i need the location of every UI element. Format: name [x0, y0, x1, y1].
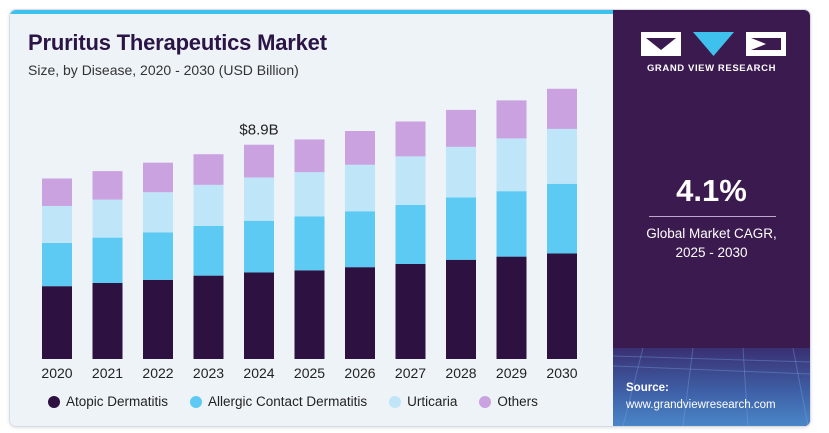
cagr-divider	[649, 216, 776, 217]
chart-subtitle: Size, by Disease, 2020 - 2030 (USD Billi…	[28, 62, 299, 78]
bar-segment-2030-3	[547, 88, 577, 129]
bar-segment-2025-3	[294, 139, 325, 173]
cagr-label: Global Market CAGR, 2025 - 2030	[613, 224, 810, 262]
cagr-label-line1: Global Market CAGR,	[646, 226, 777, 241]
bar-segment-2021-0	[92, 283, 123, 359]
chart-legend: Atopic Dermatitis Allergic Contact Dermat…	[48, 394, 560, 409]
page-title: Pruritus Therapeutics Market	[28, 30, 327, 55]
bar-segment-2025-0	[294, 270, 325, 359]
brand-name: GRAND VIEW RESEARCH	[646, 63, 777, 74]
bar-segment-2026-2	[345, 164, 375, 212]
x-tick-label: 2027	[395, 365, 426, 381]
bar-segment-2024-1	[244, 220, 274, 273]
bar-segment-2027-0	[395, 264, 426, 359]
legend-label: Allergic Contact Dermatitis	[208, 394, 368, 409]
bar-segment-2021-1	[92, 237, 123, 283]
legend-item: Others	[479, 394, 538, 409]
bar-segment-2026-1	[345, 211, 375, 268]
report-card: Pruritus Therapeutics Market Size, by Di…	[10, 10, 810, 426]
bar-segment-2028-2	[446, 146, 476, 198]
bar-segment-2023-2	[193, 184, 224, 226]
legend-label: Urticaria	[407, 394, 458, 409]
bar-segment-2028-1	[446, 197, 476, 260]
bar-segment-2027-2	[395, 156, 426, 205]
x-tick-label: 2024	[243, 365, 274, 381]
bar-segment-2029-3	[496, 100, 527, 139]
legend-label: Others	[497, 394, 538, 409]
grand-view-research-logo-icon	[641, 32, 786, 56]
bar-segment-2024-2	[244, 177, 274, 221]
bar-segment-2027-1	[395, 204, 426, 264]
stacked-bar-chart: 2020 2021 2022 2023 2024 $8.9B 2025 2026 2027 202…	[41, 88, 578, 381]
bar-segment-2022-0	[143, 279, 173, 359]
legend-swatch	[190, 395, 203, 408]
bar-segment-2026-3	[345, 131, 375, 165]
bar-segment-2027-3	[395, 121, 426, 157]
bar-segment-2023-3	[193, 154, 224, 185]
bar-segment-2024-3	[244, 144, 274, 178]
bar-segment-2020-3	[42, 178, 72, 206]
legend-swatch	[48, 395, 60, 408]
cagr-value: 4.1%	[676, 173, 747, 208]
bar-segment-2023-0	[193, 275, 224, 359]
bar-segment-2030-0	[547, 253, 577, 359]
bar-segment-2029-2	[496, 138, 527, 192]
source-strip-pattern-icon	[613, 348, 810, 426]
bar-segment-2020-1	[42, 242, 72, 287]
bar-segment-2029-1	[496, 191, 527, 257]
bar-segment-2021-2	[92, 199, 123, 238]
x-tick-label: 2030	[546, 365, 577, 381]
x-tick-label: 2021	[92, 365, 123, 381]
legend-swatch	[479, 395, 492, 408]
legend-label: Atopic Dermatitis	[66, 394, 169, 409]
cagr-label-line2: 2025 - 2030	[675, 245, 748, 260]
bar-segment-2030-1	[547, 183, 577, 254]
bar-segment-2020-0	[42, 286, 72, 359]
x-tick-label: 2022	[142, 365, 173, 381]
bar-segment-2024-0	[244, 272, 274, 359]
data-label: $8.9B	[239, 122, 278, 139]
bar-segment-2020-2	[42, 205, 72, 243]
source-strip: Source: www.grandviewresearch.com	[613, 348, 810, 426]
x-tick-label: 2029	[496, 365, 527, 381]
bar-segment-2026-0	[345, 267, 375, 359]
bar-segment-2029-0	[496, 256, 527, 359]
chart-panel: Pruritus Therapeutics Market Size, by Di…	[10, 10, 613, 426]
bar-segment-2022-2	[143, 192, 173, 233]
bar-segment-2021-3	[92, 171, 123, 200]
legend-item: Atopic Dermatitis	[48, 394, 168, 409]
x-tick-label: 2020	[41, 365, 72, 381]
bar-segment-2025-2	[294, 172, 325, 217]
source-url[interactable]: www.grandviewresearch.com	[626, 399, 776, 411]
bar-segment-2023-1	[193, 226, 224, 276]
source-label: Source:	[626, 382, 669, 394]
brand-panel: GRAND VIEW RESEARCH 4.1% Global Market C…	[613, 10, 810, 426]
bar-segment-2022-3	[143, 162, 173, 193]
bar-segment-2022-1	[143, 232, 173, 280]
x-tick-label: 2023	[193, 365, 224, 381]
bar-segment-2028-3	[446, 109, 476, 147]
legend-item: Urticaria	[389, 394, 457, 409]
x-tick-label: 2026	[344, 365, 375, 381]
x-tick-label: 2028	[445, 365, 476, 381]
legend-item: Allergic Contact Dermatitis	[190, 394, 367, 409]
bar-segment-2025-1	[294, 216, 325, 271]
legend-swatch	[389, 395, 402, 408]
x-tick-label: 2025	[294, 365, 325, 381]
bar-segment-2028-0	[446, 259, 476, 359]
bar-segment-2030-2	[547, 128, 577, 184]
